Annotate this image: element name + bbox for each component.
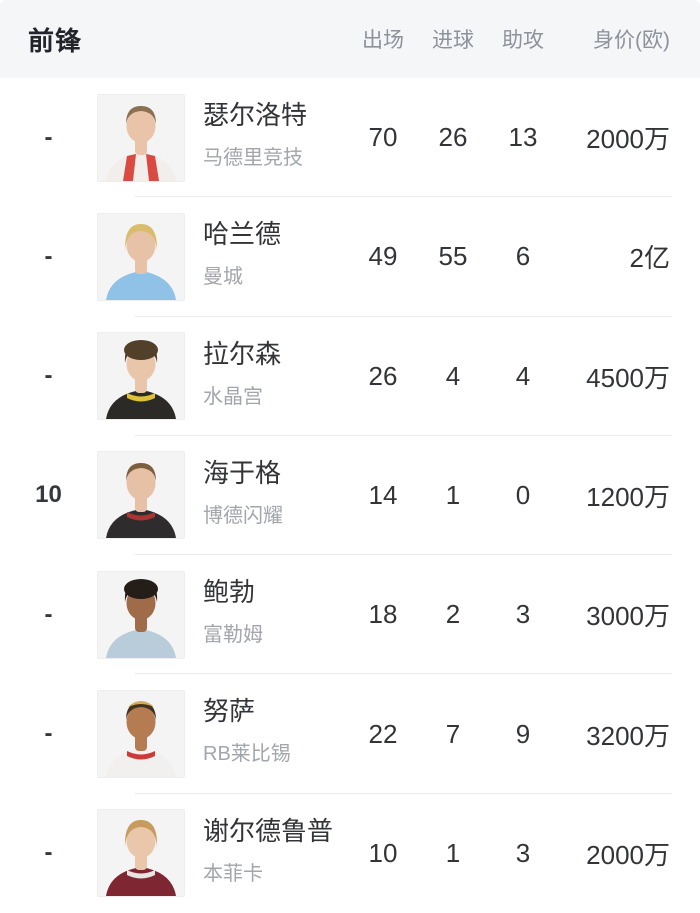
player-info: 瑟尔洛特 马德里竞技: [203, 78, 348, 197]
player-row[interactable]: - 拉尔森 水晶宫 26 4 4 4500万: [0, 316, 700, 437]
player-name: 瑟尔洛特: [203, 100, 308, 130]
player-row[interactable]: - 瑟尔洛特 马德里竞技 70 26 13 2000万: [0, 78, 700, 198]
team-name: 水晶宫: [203, 385, 263, 408]
player-avatar-image: [98, 691, 184, 778]
goals-value: 1: [445, 479, 461, 510]
rank-label: -: [44, 242, 53, 270]
appearances-value: 14: [368, 479, 398, 510]
player-avatar-image: [98, 571, 184, 658]
team-name: 本菲卡: [203, 862, 263, 885]
market-value: 3200万: [586, 720, 670, 751]
column-header-market-value: 身价(欧): [593, 29, 670, 52]
player-photo: [97, 570, 185, 659]
goals-value: 26: [438, 122, 468, 153]
market-value: 4500万: [586, 362, 670, 393]
player-photo: [97, 93, 185, 182]
player-avatar-image: [98, 94, 184, 181]
column-header-appearances: 出场: [362, 29, 404, 52]
assists-value: 13: [508, 122, 538, 153]
player-info: 谢尔德鲁普 本菲卡: [203, 794, 348, 913]
player-row[interactable]: 10 海于格 博德闪耀 14 1 0 1200万: [0, 435, 700, 556]
player-row[interactable]: - 鲍勃 富勒姆 18 2 3 3000万: [0, 555, 700, 675]
goals-value: 7: [445, 718, 461, 749]
player-info: 拉尔森 水晶宫: [203, 317, 348, 436]
goals-value: 55: [438, 241, 468, 272]
column-header-goals: 进球: [432, 29, 474, 52]
team-name: 博德闪耀: [203, 504, 283, 527]
assists-value: 3: [515, 599, 531, 630]
player-name: 努萨: [203, 696, 256, 727]
team-name: 富勒姆: [203, 624, 263, 647]
appearances-value: 22: [368, 718, 398, 749]
player-photo: [97, 332, 185, 421]
goals-value: 1: [445, 837, 461, 868]
market-value: 3000万: [586, 601, 670, 632]
player-name: 谢尔德鲁普: [203, 815, 334, 846]
appearances-value: 49: [368, 241, 398, 272]
player-name: 鲍勃: [203, 577, 256, 608]
rank-label: 10: [35, 481, 62, 509]
rank-label: -: [44, 600, 53, 628]
rank-label: -: [44, 839, 53, 867]
assists-value: 4: [515, 360, 531, 391]
player-info: 鲍勃 富勒姆: [203, 555, 348, 674]
player-rows-container: - 瑟尔洛特 马德里竞技 70 26 13 2000万 - 哈兰德 曼: [0, 78, 700, 913]
rank-label: -: [44, 123, 53, 151]
rank-label: -: [44, 720, 53, 748]
player-avatar-image: [98, 452, 184, 539]
assists-value: 3: [515, 837, 531, 868]
player-name: 拉尔森: [203, 338, 282, 369]
team-name: 马德里竞技: [203, 147, 303, 169]
player-info: 哈兰德 曼城: [203, 197, 348, 316]
section-title: 前锋: [28, 25, 83, 56]
team-name: RB莱比锡: [203, 743, 291, 766]
appearances-value: 26: [368, 360, 398, 391]
market-value: 1200万: [586, 481, 670, 512]
player-avatar-image: [98, 333, 184, 420]
market-value: 2000万: [586, 124, 670, 155]
column-header-assists: 助攻: [502, 29, 544, 52]
player-info: 努萨 RB莱比锡: [203, 674, 348, 793]
player-row[interactable]: - 哈兰德 曼城 49 55 6 2亿: [0, 197, 700, 317]
player-photo: [97, 212, 185, 301]
player-name: 哈兰德: [203, 219, 282, 250]
player-row[interactable]: - 努萨 RB莱比锡 22 7 9 3200万: [0, 674, 700, 794]
goals-value: 4: [445, 360, 461, 391]
player-name: 海于格: [203, 457, 282, 488]
player-info: 海于格 博德闪耀: [203, 436, 348, 555]
player-photo: [97, 690, 185, 779]
appearances-value: 18: [368, 599, 398, 630]
player-row[interactable]: - 谢尔德鲁普 本菲卡 10 1 3 2000万: [0, 793, 700, 913]
assists-value: 9: [515, 718, 531, 749]
appearances-value: 70: [368, 122, 398, 153]
market-value: 2000万: [586, 839, 670, 870]
section-header: 前锋 出场 进球 助攻 身价(欧): [0, 0, 700, 78]
player-photo: [97, 451, 185, 540]
team-name: 曼城: [203, 266, 243, 289]
assists-value: 6: [515, 241, 531, 272]
player-avatar-image: [98, 213, 184, 300]
assists-value: 0: [515, 479, 531, 510]
appearances-value: 10: [368, 837, 398, 868]
goals-value: 2: [445, 599, 461, 630]
player-avatar-image: [98, 810, 184, 897]
market-value: 2亿: [629, 243, 670, 274]
player-photo: [97, 809, 185, 898]
rank-label: -: [44, 362, 53, 390]
